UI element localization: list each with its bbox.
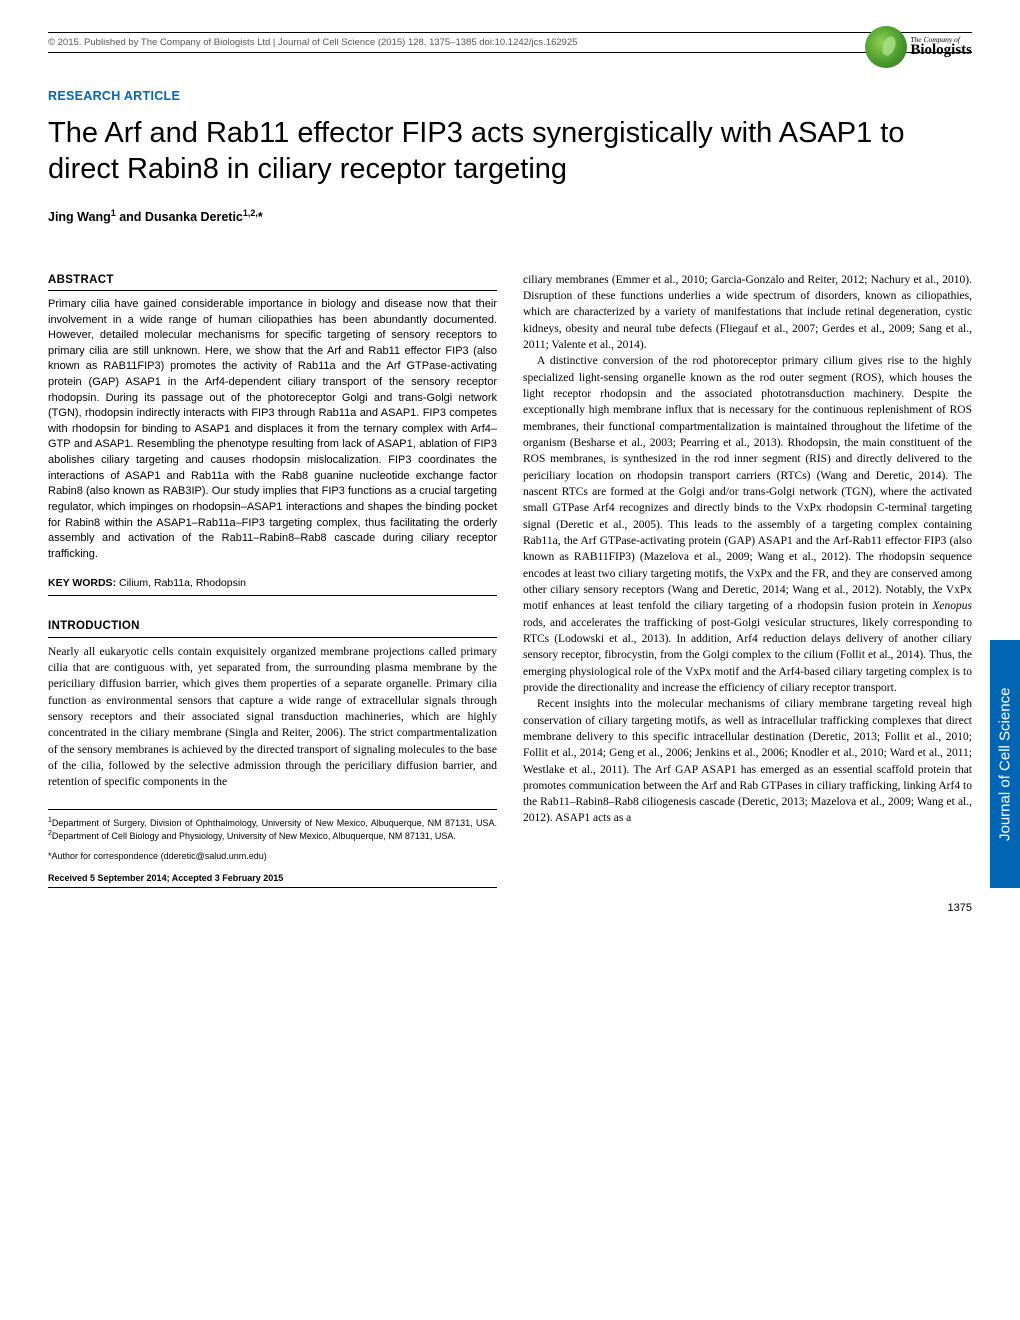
logo-name: Biologists (910, 43, 972, 58)
article-title: The Arf and Rab11 effector FIP3 acts syn… (48, 115, 972, 188)
publisher-logo: The Company of Biologists (865, 26, 972, 68)
affil-1: Department of Surgery, Division of Ophth… (52, 818, 497, 828)
abstract-heading: ABSTRACT (48, 272, 497, 291)
journal-header: © 2015. Published by The Company of Biol… (48, 37, 578, 48)
article-type: RESEARCH ARTICLE (48, 89, 972, 103)
body-paragraph-3: Recent insights into the molecular mecha… (523, 696, 972, 827)
body-paragraph-cont: ciliary membranes (Emmer et al., 2010; G… (523, 272, 972, 354)
author-list: Jing Wang1 and Dusanka Deretic1,2,* (48, 208, 972, 224)
keywords-label: KEY WORDS: (48, 577, 116, 589)
page-number: 1375 (948, 902, 972, 914)
affiliations-block: 1Department of Surgery, Division of Opht… (48, 809, 497, 889)
affil-2: Department of Cell Biology and Physiolog… (52, 831, 456, 841)
abstract-text: Primary cilia have gained considerable i… (48, 297, 497, 562)
corresponding-author: *Author for correspondence (dderetic@sal… (48, 850, 497, 862)
affiliation-line: 1Department of Surgery, Division of Opht… (48, 816, 497, 842)
received-accepted-dates: Received 5 September 2014; Accepted 3 Fe… (48, 872, 497, 888)
logo-icon (865, 26, 907, 68)
body-paragraph-2: A distinctive conversion of the rod phot… (523, 353, 972, 696)
intro-paragraph-1: Nearly all eukaryotic cells contain exqu… (48, 644, 497, 791)
introduction-heading: INTRODUCTION (48, 618, 497, 637)
keywords: KEY WORDS: Cilium, Rab11a, Rhodopsin (48, 576, 497, 596)
journal-side-tab: Journal of Cell Science (990, 640, 1020, 888)
keywords-text: Cilium, Rab11a, Rhodopsin (116, 577, 246, 589)
